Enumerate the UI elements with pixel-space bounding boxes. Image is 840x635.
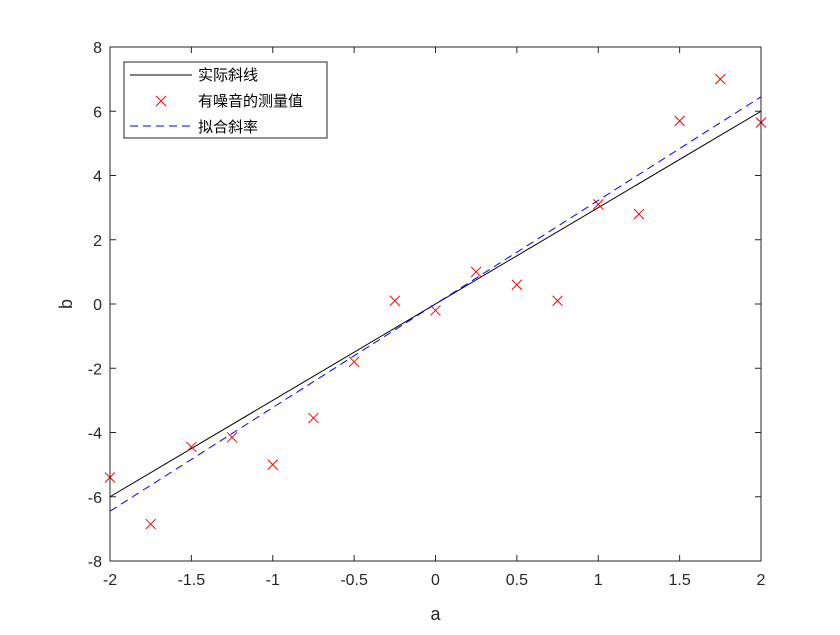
legend-label-fit: 拟合斜率 bbox=[198, 118, 258, 136]
noisy-measurement-point bbox=[714, 73, 726, 85]
noisy-measurement-point bbox=[430, 305, 441, 316]
noisy-measurement-point bbox=[389, 295, 401, 307]
y-tick-label: -2 bbox=[88, 361, 102, 378]
noisy-measurement-point bbox=[308, 412, 319, 424]
x-tick-label: 0 bbox=[431, 572, 440, 589]
x-axis-label: a bbox=[430, 604, 441, 624]
y-tick-label: 6 bbox=[93, 104, 102, 121]
legend-label-actual: 实际斜线 bbox=[198, 66, 258, 84]
y-axis-ticks: -8 -6 -4 -2 0 2 4 6 8 bbox=[88, 40, 761, 571]
y-tick-label: 4 bbox=[93, 169, 102, 186]
x-tick-label: 1.5 bbox=[669, 572, 691, 589]
actual-slope-line bbox=[109, 110, 762, 498]
x-tick-label: -1 bbox=[266, 572, 280, 589]
x-tick-label: -1.5 bbox=[178, 572, 206, 589]
plot-frame bbox=[109, 46, 762, 562]
noisy-measurement-point bbox=[348, 356, 360, 368]
noisy-measurement-point bbox=[511, 279, 523, 291]
noisy-measurement-point bbox=[186, 441, 197, 453]
plot-area bbox=[104, 73, 767, 530]
noisy-measurement-point bbox=[592, 199, 604, 210]
y-tick-label: -4 bbox=[88, 426, 102, 443]
noisy-measurement-point bbox=[470, 266, 482, 278]
noisy-measurement-point bbox=[552, 295, 563, 307]
noisy-measurement-point bbox=[267, 459, 279, 470]
noisy-measurement-point bbox=[145, 518, 157, 530]
noisy-measurement-point bbox=[633, 208, 645, 220]
y-tick-label: -6 bbox=[88, 490, 102, 507]
noisy-measurement-point bbox=[674, 115, 685, 127]
y-tick-label: 2 bbox=[93, 233, 102, 250]
y-axis-label: b bbox=[56, 299, 76, 309]
y-tick-label: 8 bbox=[93, 40, 102, 57]
x-tick-label: -0.5 bbox=[340, 572, 368, 589]
legend: 实际斜线 有噪音的测量值 拟合斜率 bbox=[123, 61, 328, 139]
y-tick-label: -8 bbox=[88, 554, 102, 571]
x-axis-ticks: -2 -1.5 -1 -0.5 0 0.5 1 1.5 2 bbox=[103, 47, 766, 589]
x-tick-label: 2 bbox=[757, 572, 766, 589]
fitted-slope-line bbox=[109, 96, 762, 512]
y-tick-label: 0 bbox=[93, 297, 102, 314]
x-tick-label: 1 bbox=[594, 572, 603, 589]
legend-marker-noisy bbox=[155, 95, 167, 107]
legend-label-noisy: 有噪音的测量值 bbox=[198, 92, 303, 110]
x-tick-label: 0.5 bbox=[506, 572, 528, 589]
noisy-measurement-point bbox=[226, 431, 238, 443]
x-tick-label: -2 bbox=[103, 572, 117, 589]
